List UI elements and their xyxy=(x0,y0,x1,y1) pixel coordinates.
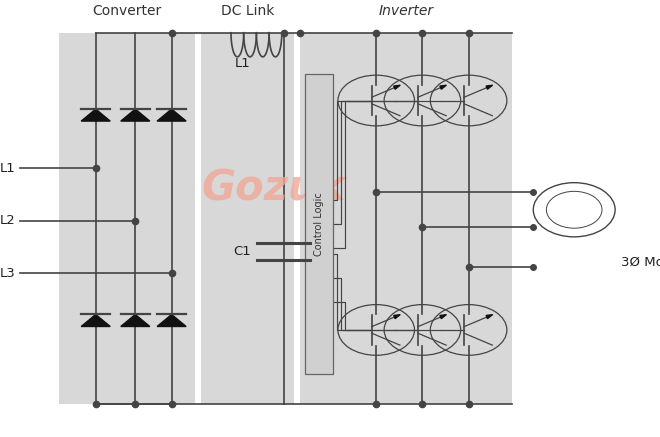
Text: 3Ø Motor: 3Ø Motor xyxy=(621,256,660,269)
Text: L3: L3 xyxy=(0,267,16,280)
Bar xyxy=(59,33,195,404)
Bar xyxy=(201,33,294,404)
Polygon shape xyxy=(394,315,400,319)
Polygon shape xyxy=(394,85,400,89)
Bar xyxy=(300,33,512,404)
Text: L2: L2 xyxy=(0,214,16,227)
Text: Inverter: Inverter xyxy=(378,4,434,18)
Polygon shape xyxy=(157,109,186,121)
Polygon shape xyxy=(157,315,186,326)
Polygon shape xyxy=(486,315,492,319)
Text: C1: C1 xyxy=(234,245,251,258)
Polygon shape xyxy=(121,315,150,326)
Polygon shape xyxy=(486,85,492,89)
Text: L1: L1 xyxy=(235,57,251,70)
Text: L1: L1 xyxy=(0,162,16,175)
Polygon shape xyxy=(81,109,110,121)
Text: Converter: Converter xyxy=(92,4,162,18)
Polygon shape xyxy=(440,85,446,89)
Bar xyxy=(305,74,333,374)
Text: Control Logic: Control Logic xyxy=(314,192,324,256)
Text: Gozuk: Gozuk xyxy=(202,167,346,209)
Polygon shape xyxy=(81,315,110,326)
Polygon shape xyxy=(121,109,150,121)
Polygon shape xyxy=(440,315,446,319)
Text: DC Link: DC Link xyxy=(221,4,274,18)
